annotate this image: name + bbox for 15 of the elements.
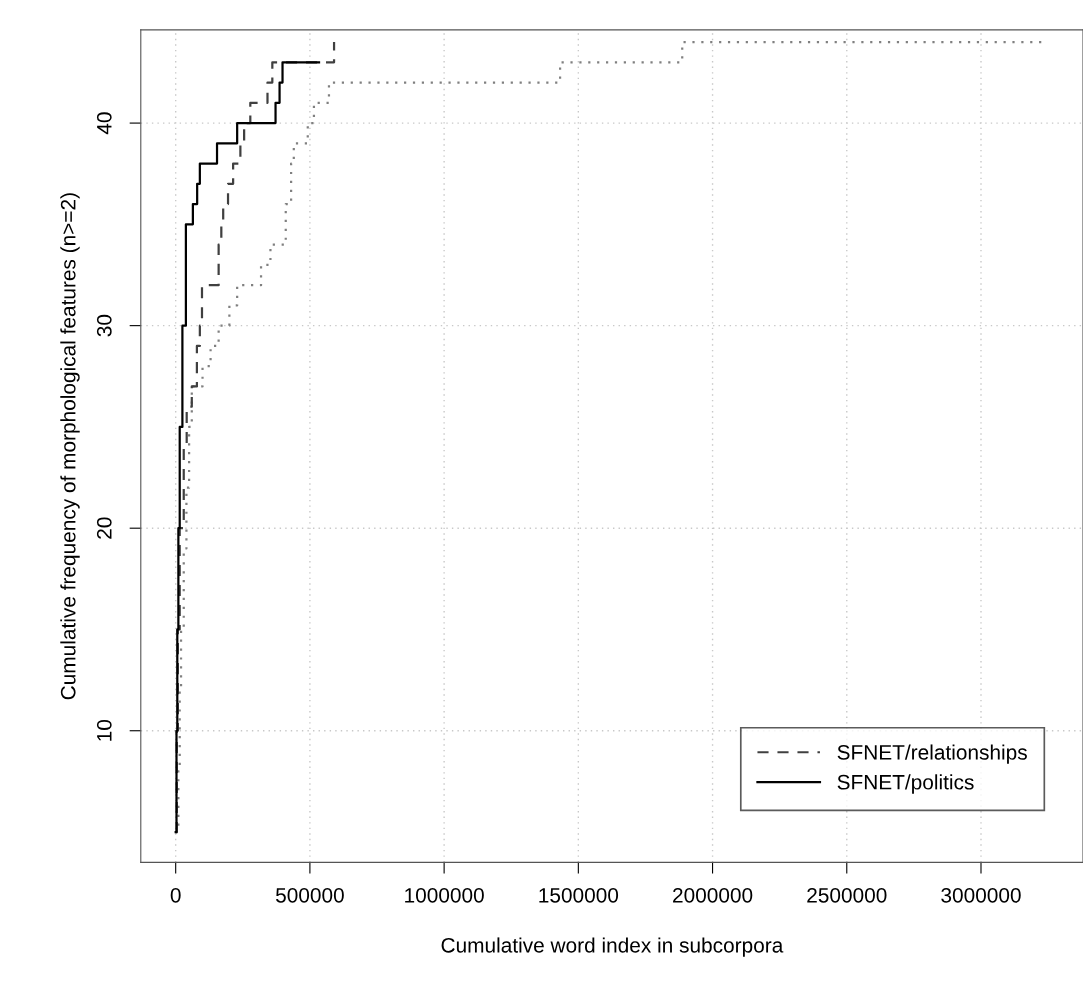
x-tick-label: 2000000: [673, 887, 753, 903]
x-tick-label: 3000000: [941, 887, 1021, 903]
x-tick-label: 1000000: [405, 887, 484, 903]
y-tick-label: 20: [96, 517, 112, 539]
legend-label: SFNET/politics: [837, 774, 974, 794]
y-axis-title: Cumulative frequency of morphological features (n>=2): [60, 193, 80, 700]
legend-label: SFNET/relationships: [837, 744, 1027, 764]
y-tick-label: 40: [96, 112, 112, 135]
x-tick-label: 500000: [275, 887, 344, 903]
x-axis-title: Cumulative word index in subcorpora: [441, 937, 784, 957]
y-tick-label: 30: [96, 314, 112, 337]
y-tick-label: 10: [96, 719, 112, 741]
x-tick-label: 0: [170, 887, 181, 903]
x-tick-label: 1500000: [539, 887, 619, 903]
x-tick-label: 2500000: [807, 887, 887, 903]
